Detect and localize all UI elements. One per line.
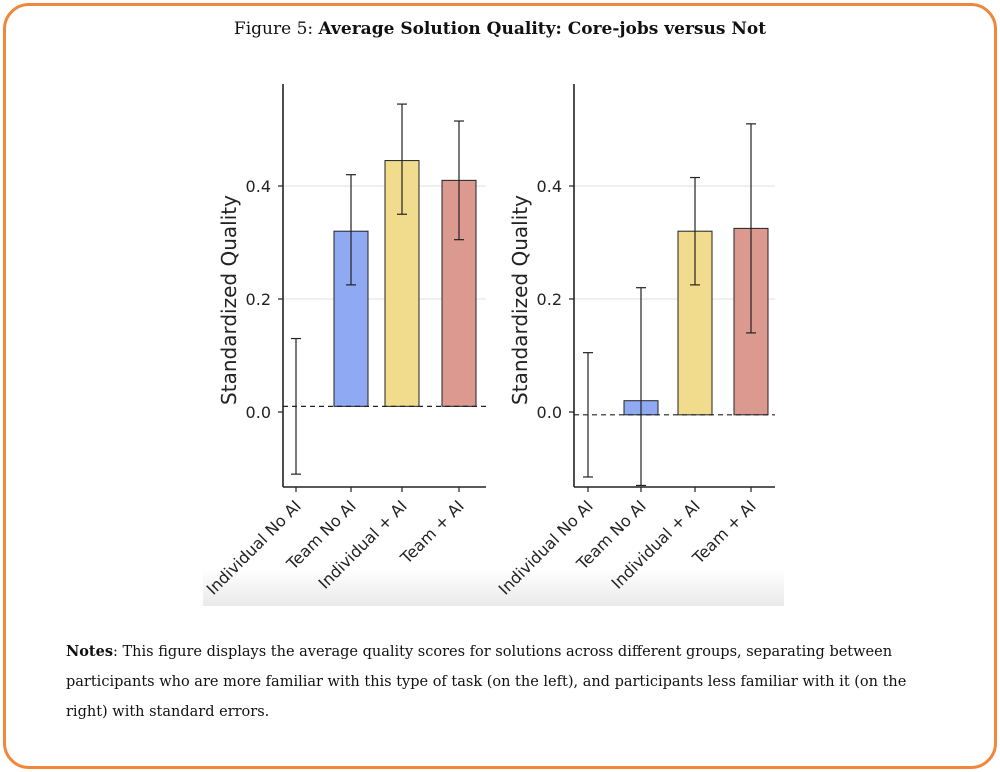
chart-panel-right: 0.0 0.2 0.4 Standardized Quality Individual … xyxy=(495,84,775,599)
error-bar xyxy=(291,337,301,475)
figure-title: Average Solution Quality: Core-jobs vers… xyxy=(318,19,767,39)
figure-notes: Notes: This figure displays the average … xyxy=(66,637,926,727)
error-bar xyxy=(690,176,700,286)
error-bar xyxy=(346,174,356,286)
chart-panel-left: 0.0 0.2 0.4 Standardized Quality Individual … xyxy=(203,84,486,599)
plot-area: 0.0 0.2 0.4 Standardized Quality Individual … xyxy=(203,79,784,606)
y-tick-label: 0.0 xyxy=(537,403,562,422)
y-tick-label: 0.4 xyxy=(537,177,562,196)
error-bar xyxy=(454,120,464,241)
x-tick-label: Individual + AI xyxy=(315,496,411,592)
error-bar xyxy=(746,123,756,334)
error-bar xyxy=(397,103,407,215)
bar-chart-panels: 0.0 0.2 0.4 Standardized Quality Individual … xyxy=(203,84,775,599)
x-tick-label: Individual No AI xyxy=(203,496,305,598)
notes-label: Notes xyxy=(66,643,114,660)
figure-caption: Figure 5: Average Solution Quality: Core… xyxy=(6,19,994,39)
figure-label: Figure 5: xyxy=(233,19,314,39)
x-tick-label: Individual No AI xyxy=(495,496,597,598)
error-bar xyxy=(636,287,646,487)
y-tick-label: 0.4 xyxy=(246,177,271,196)
error-bar xyxy=(583,352,593,478)
y-axis-label: Standardized Quality xyxy=(508,195,532,405)
y-tick-label: 0.0 xyxy=(246,403,271,422)
notes-text: : This figure displays the average quali… xyxy=(66,644,907,720)
y-tick-label: 0.2 xyxy=(246,290,271,309)
y-tick-label: 0.2 xyxy=(537,290,562,309)
y-axis-label: Standardized Quality xyxy=(217,195,241,405)
